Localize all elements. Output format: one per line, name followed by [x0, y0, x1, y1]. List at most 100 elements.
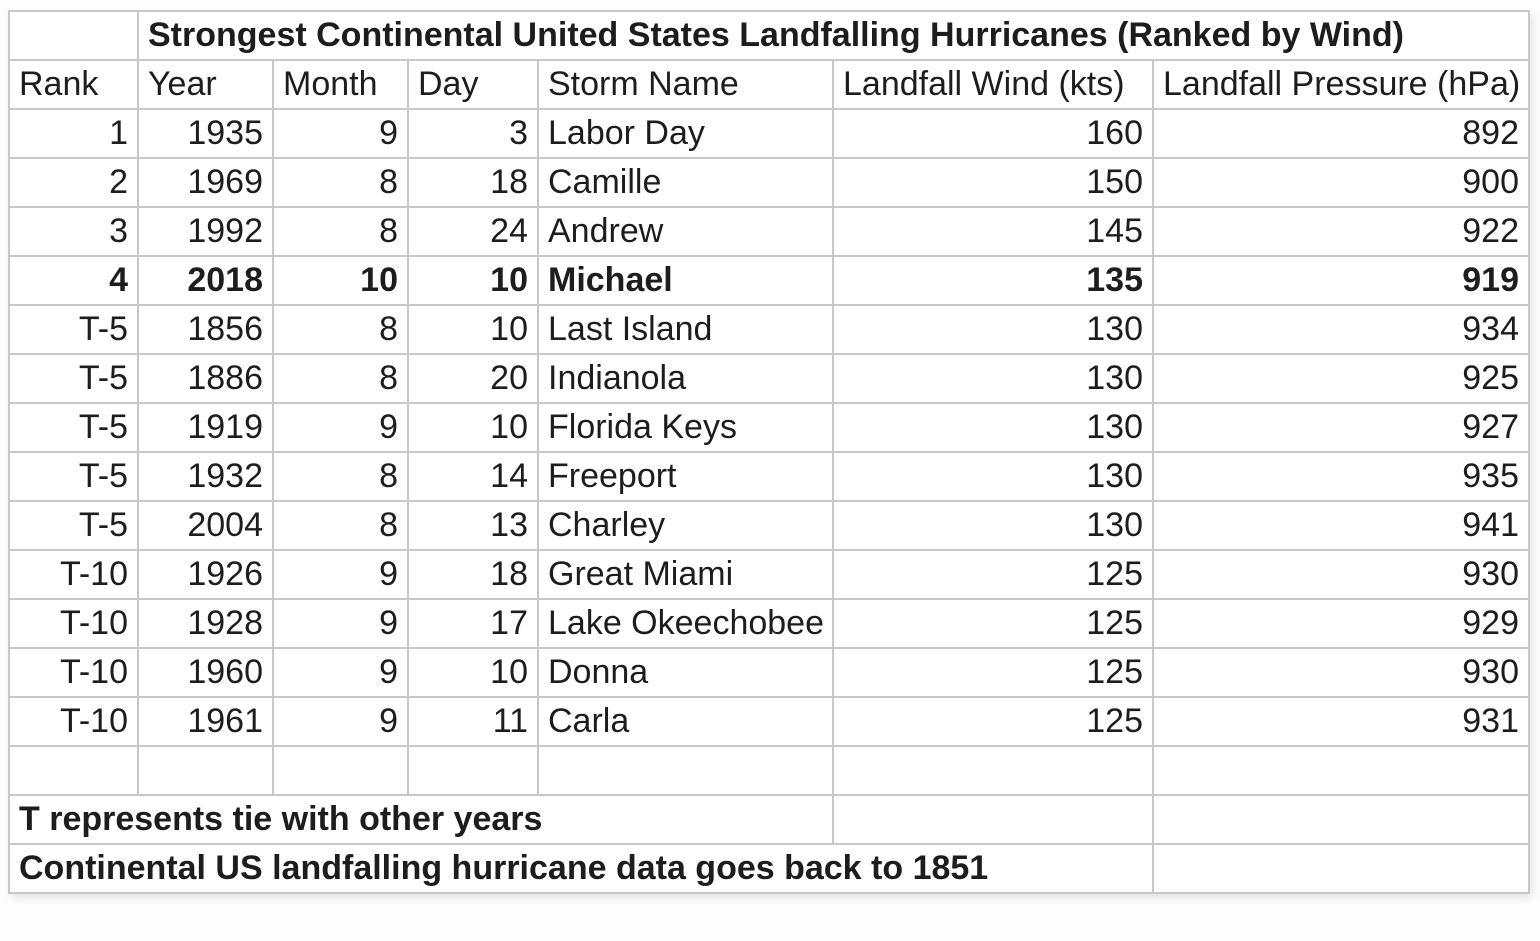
cell-year: 1969 [137, 157, 274, 208]
cell-landfall-pressure: 919 [1152, 255, 1530, 306]
cell-day: 14 [407, 451, 539, 502]
cell-rank: T-5 [8, 500, 139, 551]
empty-cell [832, 745, 1154, 796]
cell-landfall-wind: 145 [832, 206, 1154, 257]
table-row: 3 1992 8 24 Andrew 145 922 [8, 206, 1530, 257]
table-row: T-5 1856 8 10 Last Island 130 934 [8, 304, 1530, 355]
cell-rank: T-10 [8, 696, 139, 747]
header-row: Rank Year Month Day Storm Name Landfall … [8, 59, 1530, 110]
cell-day: 13 [407, 500, 539, 551]
cell-landfall-wind: 135 [832, 255, 1154, 306]
column-header-landfall-wind: Landfall Wind (kts) [832, 59, 1154, 110]
table-row: T-10 1928 9 17 Lake Okeechobee 125 929 [8, 598, 1530, 649]
cell-year: 1935 [137, 108, 274, 159]
cell-landfall-pressure: 922 [1152, 206, 1530, 257]
table-row: 4 2018 10 10 Michael 135 919 [8, 255, 1530, 306]
cell-landfall-wind: 125 [832, 647, 1154, 698]
cell-month: 8 [272, 451, 409, 502]
empty-cell [1152, 843, 1530, 894]
cell-month: 10 [272, 255, 409, 306]
cell-day: 10 [407, 255, 539, 306]
cell-storm-name: Camille [537, 157, 834, 208]
cell-storm-name: Lake Okeechobee [537, 598, 834, 649]
empty-cell [8, 745, 139, 796]
cell-day: 24 [407, 206, 539, 257]
cell-year: 1919 [137, 402, 274, 453]
cell-rank: 4 [8, 255, 139, 306]
table-row: T-5 1919 9 10 Florida Keys 130 927 [8, 402, 1530, 453]
table-row: T-5 2004 8 13 Charley 130 941 [8, 500, 1530, 551]
cell-year: 1960 [137, 647, 274, 698]
empty-cell [537, 745, 834, 796]
column-header-storm-name: Storm Name [537, 59, 834, 110]
table-footer-section: T represents tie with other years Contin… [8, 745, 1530, 894]
cell-month: 9 [272, 108, 409, 159]
cell-landfall-wind: 130 [832, 402, 1154, 453]
empty-cell [272, 745, 409, 796]
cell-landfall-pressure: 925 [1152, 353, 1530, 404]
empty-cell [1152, 794, 1530, 845]
cell-landfall-pressure: 927 [1152, 402, 1530, 453]
cell-storm-name: Freeport [537, 451, 834, 502]
cell-rank: 3 [8, 206, 139, 257]
cell-landfall-wind: 125 [832, 549, 1154, 600]
cell-storm-name: Indianola [537, 353, 834, 404]
cell-landfall-pressure: 892 [1152, 108, 1530, 159]
hurricane-table: Strongest Continental United States Land… [8, 10, 1530, 894]
table-title: Strongest Continental United States Land… [137, 10, 1530, 61]
cell-landfall-wind: 130 [832, 451, 1154, 502]
cell-year: 1992 [137, 206, 274, 257]
note-history-text: Continental US landfalling hurricane dat… [8, 843, 1154, 894]
cell-year: 2004 [137, 500, 274, 551]
table-row: 2 1969 8 18 Camille 150 900 [8, 157, 1530, 208]
cell-day: 3 [407, 108, 539, 159]
title-row: Strongest Continental United States Land… [8, 10, 1530, 61]
cell-month: 8 [272, 304, 409, 355]
cell-month: 9 [272, 647, 409, 698]
cell-storm-name: Carla [537, 696, 834, 747]
cell-landfall-wind: 150 [832, 157, 1154, 208]
cell-landfall-pressure: 930 [1152, 647, 1530, 698]
cell-day: 11 [407, 696, 539, 747]
cell-rank: 1 [8, 108, 139, 159]
cell-rank: T-5 [8, 402, 139, 453]
cell-year: 1961 [137, 696, 274, 747]
cell-storm-name: Donna [537, 647, 834, 698]
cell-storm-name: Charley [537, 500, 834, 551]
cell-month: 9 [272, 549, 409, 600]
column-header-year: Year [137, 59, 274, 110]
cell-storm-name: Great Miami [537, 549, 834, 600]
cell-rank: T-10 [8, 549, 139, 600]
cell-day: 10 [407, 402, 539, 453]
cell-storm-name: Florida Keys [537, 402, 834, 453]
cell-day: 18 [407, 157, 539, 208]
cell-year: 1926 [137, 549, 274, 600]
cell-landfall-pressure: 929 [1152, 598, 1530, 649]
empty-cell [1152, 745, 1530, 796]
empty-cell [832, 794, 1154, 845]
cell-year: 1886 [137, 353, 274, 404]
cell-landfall-pressure: 930 [1152, 549, 1530, 600]
cell-landfall-wind: 130 [832, 353, 1154, 404]
table-body-section: 1 1935 9 3 Labor Day 160 892 2 1969 8 18 Camille 150… [8, 108, 1530, 747]
cell-storm-name: Last Island [537, 304, 834, 355]
cell-landfall-pressure: 935 [1152, 451, 1530, 502]
cell-rank: T-5 [8, 304, 139, 355]
cell-landfall-wind: 160 [832, 108, 1154, 159]
table-row: 1 1935 9 3 Labor Day 160 892 [8, 108, 1530, 159]
cell-landfall-pressure: 934 [1152, 304, 1530, 355]
note-tie-text: T represents tie with other years [8, 794, 834, 845]
cell-day: 10 [407, 647, 539, 698]
cell-year: 2018 [137, 255, 274, 306]
note-row-history: Continental US landfalling hurricane dat… [8, 843, 1530, 894]
cell-rank: T-5 [8, 353, 139, 404]
table-row: T-5 1886 8 20 Indianola 130 925 [8, 353, 1530, 404]
cell-landfall-wind: 125 [832, 696, 1154, 747]
empty-cell [407, 745, 539, 796]
cell-month: 9 [272, 696, 409, 747]
cell-year: 1856 [137, 304, 274, 355]
cell-month: 9 [272, 402, 409, 453]
cell-rank: T-10 [8, 647, 139, 698]
cell-day: 20 [407, 353, 539, 404]
cell-landfall-pressure: 900 [1152, 157, 1530, 208]
